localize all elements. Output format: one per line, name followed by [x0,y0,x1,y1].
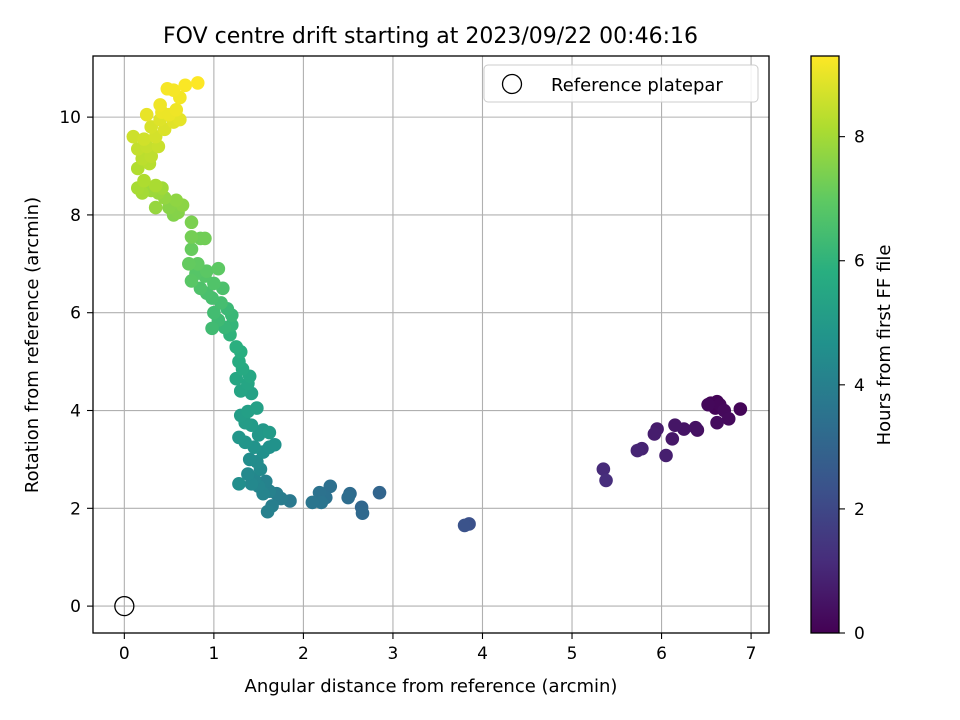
data-point [733,402,748,416]
colorbar-tick-label: 2 [854,500,865,520]
x-tick-label: 6 [656,644,667,664]
data-point [126,129,141,144]
data-point [207,305,221,320]
data-point [267,437,282,452]
data-point [198,231,212,246]
colorbar-tick-label: 4 [854,376,865,396]
data-point [599,473,613,488]
data-point [184,230,199,244]
data-point [144,120,158,134]
data-point [205,321,219,336]
data-point [647,427,662,441]
data-point [184,215,199,230]
x-axis-label: Angular distance from reference (arcmin) [245,676,618,697]
data-point [169,193,184,208]
data-point [169,102,184,117]
data-point [190,76,205,90]
legend-marker-icon [501,73,523,95]
y-axis-label: Rotation from reference (arcmin) [22,197,43,493]
data-point [457,518,472,533]
data-point [148,200,163,215]
data-point [630,443,645,458]
colorbar: 0 2 4 6 8 Hours from first FF file [810,55,895,644]
data-point [701,397,715,412]
legend: Reference platepar [483,64,759,103]
data-point [668,418,682,432]
data-point [305,495,320,510]
x-tick-label: 4 [477,644,488,664]
data-point [211,261,226,276]
data-point [137,132,151,146]
data-point [232,477,246,491]
colorbar-ticks: 0 2 4 6 8 [839,128,865,644]
data-points [126,76,748,533]
data-point [232,430,246,445]
data-point [137,173,151,188]
y-axis-ticks: 0 2 4 6 8 10 [59,108,93,617]
data-point [355,506,370,520]
data-point [721,412,736,426]
y-tick-label: 6 [70,304,81,324]
reference-point [114,595,135,617]
data-point [659,448,673,463]
y-tick-label: 2 [70,499,81,519]
data-point [229,340,244,354]
data-point [182,257,196,271]
data-point [229,371,244,386]
colorbar-label: Hours from first FF file [874,245,895,446]
data-point [341,490,355,505]
legend-entry: Reference platepar [551,75,723,96]
chart-title: FOV centre drift starting at 2023/09/22 … [163,24,698,49]
colorbar-tick-label: 8 [854,128,865,148]
y-tick-label: 10 [59,108,81,128]
data-point [193,281,208,296]
data-point [199,264,214,278]
y-tick-label: 4 [70,402,81,422]
colorbar-tick-label: 0 [854,624,865,644]
data-point [262,425,277,440]
x-tick-label: 2 [298,644,309,664]
data-point [665,432,680,446]
data-point [372,485,387,500]
data-point [184,274,199,288]
data-point [153,98,167,112]
data-point [242,452,257,467]
data-point [710,415,724,430]
colorbar-gradient [810,55,840,634]
reference-marker [114,595,135,617]
y-tick-label: 8 [70,206,81,226]
x-tick-label: 0 [119,644,130,664]
data-point [184,242,199,256]
grid-lines [93,56,769,633]
data-point [139,107,154,122]
data-point [178,78,193,93]
data-point [688,420,703,435]
data-point [323,479,338,494]
data-point [148,178,163,193]
data-point [260,504,275,519]
x-axis-ticks: 0 1 2 3 4 5 6 7 [119,633,757,664]
data-point [207,276,221,291]
x-tick-label: 1 [208,644,219,664]
x-tick-label: 5 [567,644,578,664]
x-tick-label: 3 [388,644,399,664]
data-point [250,401,264,415]
data-point [241,467,255,481]
y-tick-label: 0 [70,597,81,617]
x-tick-label: 7 [746,644,757,664]
colorbar-tick-label: 6 [854,252,865,272]
plot-frame [92,55,770,634]
legend-box [483,64,759,103]
data-point [596,462,611,476]
data-point [160,81,175,96]
